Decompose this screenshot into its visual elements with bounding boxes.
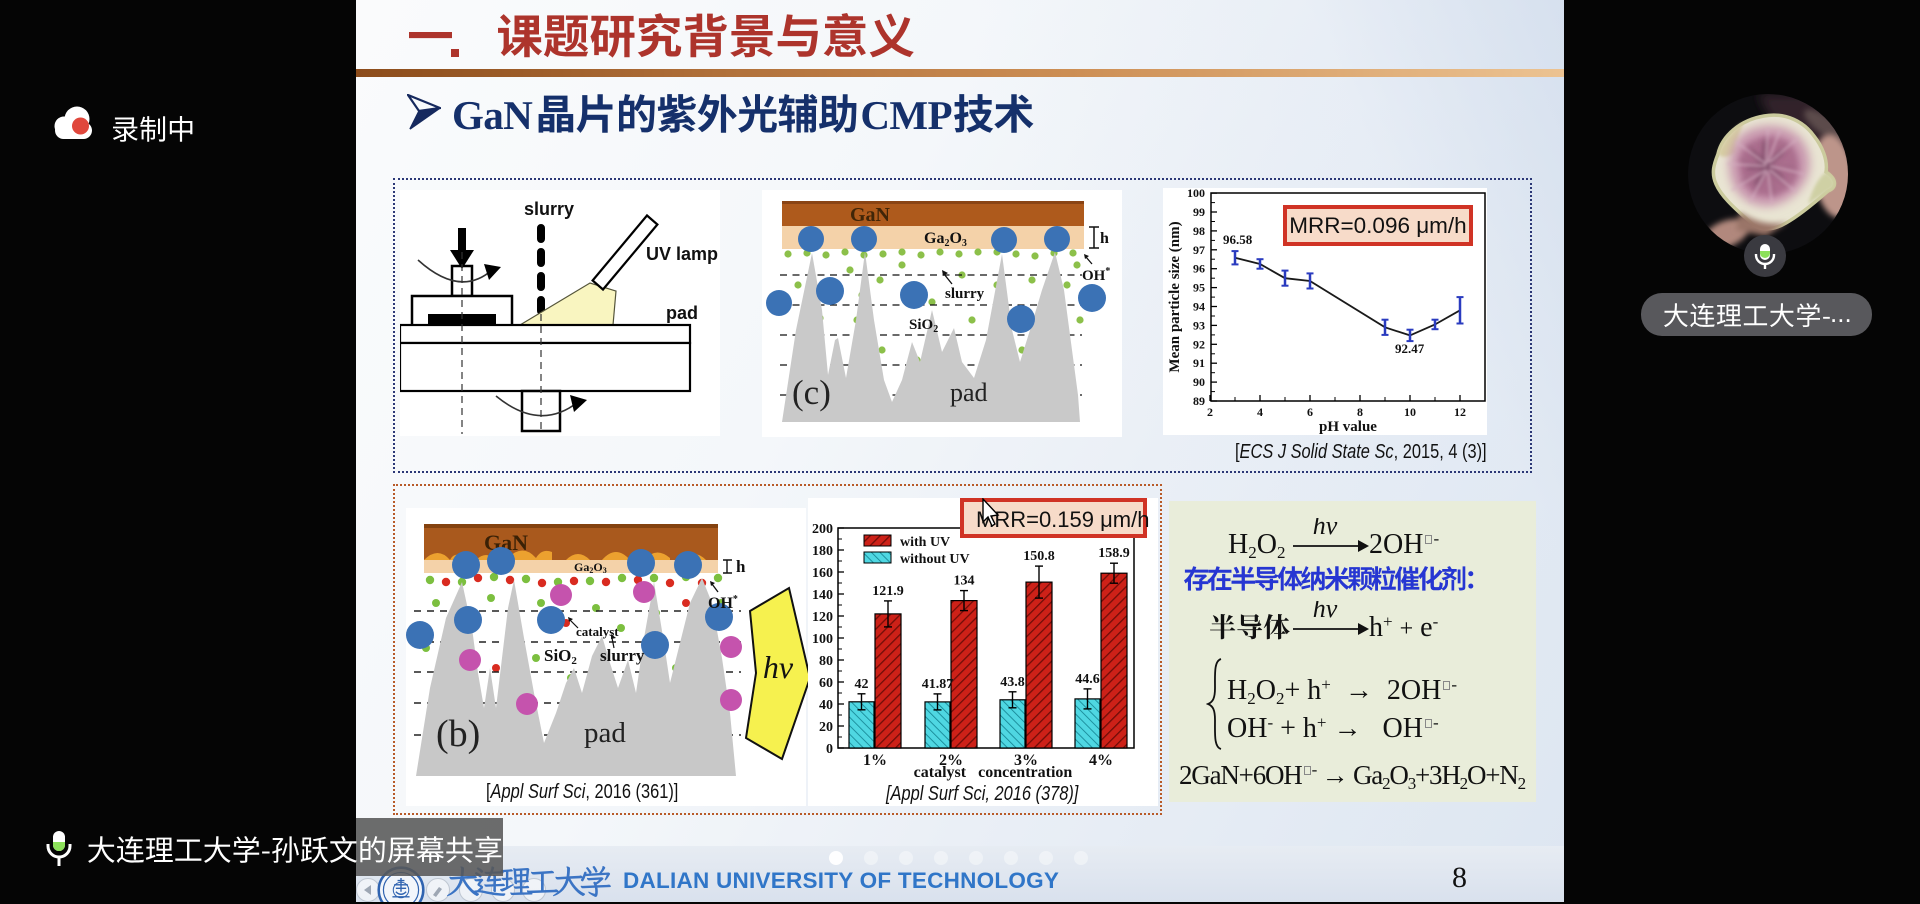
svg-text:89: 89 [1193,394,1205,408]
svg-text:OH*: OH* [1082,266,1110,284]
svg-text:(c): (c) [792,373,831,412]
svg-text:8: 8 [1357,405,1363,419]
svg-text:SiO2: SiO2 [544,646,577,667]
svg-text:catalyst: catalyst [576,624,619,639]
svg-text:slurry: slurry [945,286,985,302]
svg-text:42: 42 [855,677,869,692]
svg-text:Ga2O3: Ga2O3 [924,230,967,249]
svg-text:20: 20 [819,720,833,735]
svg-text:96: 96 [1193,262,1205,276]
svg-text:2: 2 [1207,405,1213,419]
svg-text:96.58: 96.58 [1223,232,1253,247]
svg-text:slurry: slurry [524,199,574,219]
svg-text:(b): (b) [436,713,480,755]
svg-text:with UV: with UV [900,535,950,550]
svg-text:100: 100 [1187,188,1205,200]
svg-text:10: 10 [1404,405,1416,419]
svg-text:99: 99 [1193,205,1205,219]
svg-text:12: 12 [1454,405,1466,419]
svg-text:h: h [1100,230,1109,247]
svg-text:43.8: 43.8 [1000,675,1025,690]
svg-text:41.87: 41.87 [922,677,954,692]
svg-text:pad: pad [584,717,626,749]
svg-text:without UV: without UV [900,552,970,567]
svg-text:2%: 2% [939,752,963,769]
svg-text:OH*: OH* [708,594,738,612]
svg-text:hν: hν [1313,518,1338,540]
svg-text:121.9: 121.9 [872,584,904,599]
svg-text:4%: 4% [1089,752,1113,769]
svg-text:98: 98 [1193,224,1205,238]
svg-text:pad: pad [950,378,988,407]
svg-text:catalyst concentration: catalyst concentration [914,764,1073,781]
svg-text:158.9: 158.9 [1098,546,1130,561]
svg-text:4: 4 [1257,405,1263,419]
svg-text:100: 100 [812,632,833,647]
svg-text:80: 80 [819,654,833,669]
svg-text:hν: hν [763,649,794,685]
svg-text:94: 94 [1193,300,1205,314]
svg-text:60: 60 [819,676,833,691]
svg-text:120: 120 [812,610,833,625]
svg-text:1%: 1% [863,752,887,769]
svg-text:93: 93 [1193,318,1205,332]
svg-text:0: 0 [826,742,833,757]
svg-text:SiO2: SiO2 [909,317,938,335]
svg-text:Mean particle size (nm): Mean particle size (nm) [1167,221,1183,372]
svg-text:92: 92 [1193,337,1205,351]
svg-text:150.8: 150.8 [1023,549,1055,564]
svg-text:134: 134 [954,574,975,589]
svg-text:44.6: 44.6 [1075,672,1100,687]
svg-text:pad: pad [666,303,698,323]
svg-text:3%: 3% [1014,752,1038,769]
svg-text:GaN: GaN [850,204,891,226]
svg-text:MRR=0.096 μm/h: MRR=0.096 μm/h [1289,213,1466,238]
svg-text:6: 6 [1307,405,1313,419]
svg-text:h: h [736,557,746,576]
svg-text:92.47: 92.47 [1395,341,1425,356]
svg-text:160: 160 [812,566,833,581]
svg-text:90: 90 [1193,375,1205,389]
svg-text:140: 140 [812,588,833,603]
svg-text:slurry: slurry [600,646,645,665]
svg-text:200: 200 [812,522,833,537]
svg-text:97: 97 [1193,243,1205,257]
svg-text:95: 95 [1193,281,1205,295]
svg-text:Ga2O3: Ga2O3 [574,560,607,575]
svg-text:hν: hν [1313,601,1338,623]
svg-text:180: 180 [812,544,833,559]
svg-text:40: 40 [819,698,833,713]
svg-text:UV lamp: UV lamp [646,244,718,264]
svg-text:91: 91 [1193,356,1205,370]
svg-text:pH value: pH value [1319,419,1377,435]
